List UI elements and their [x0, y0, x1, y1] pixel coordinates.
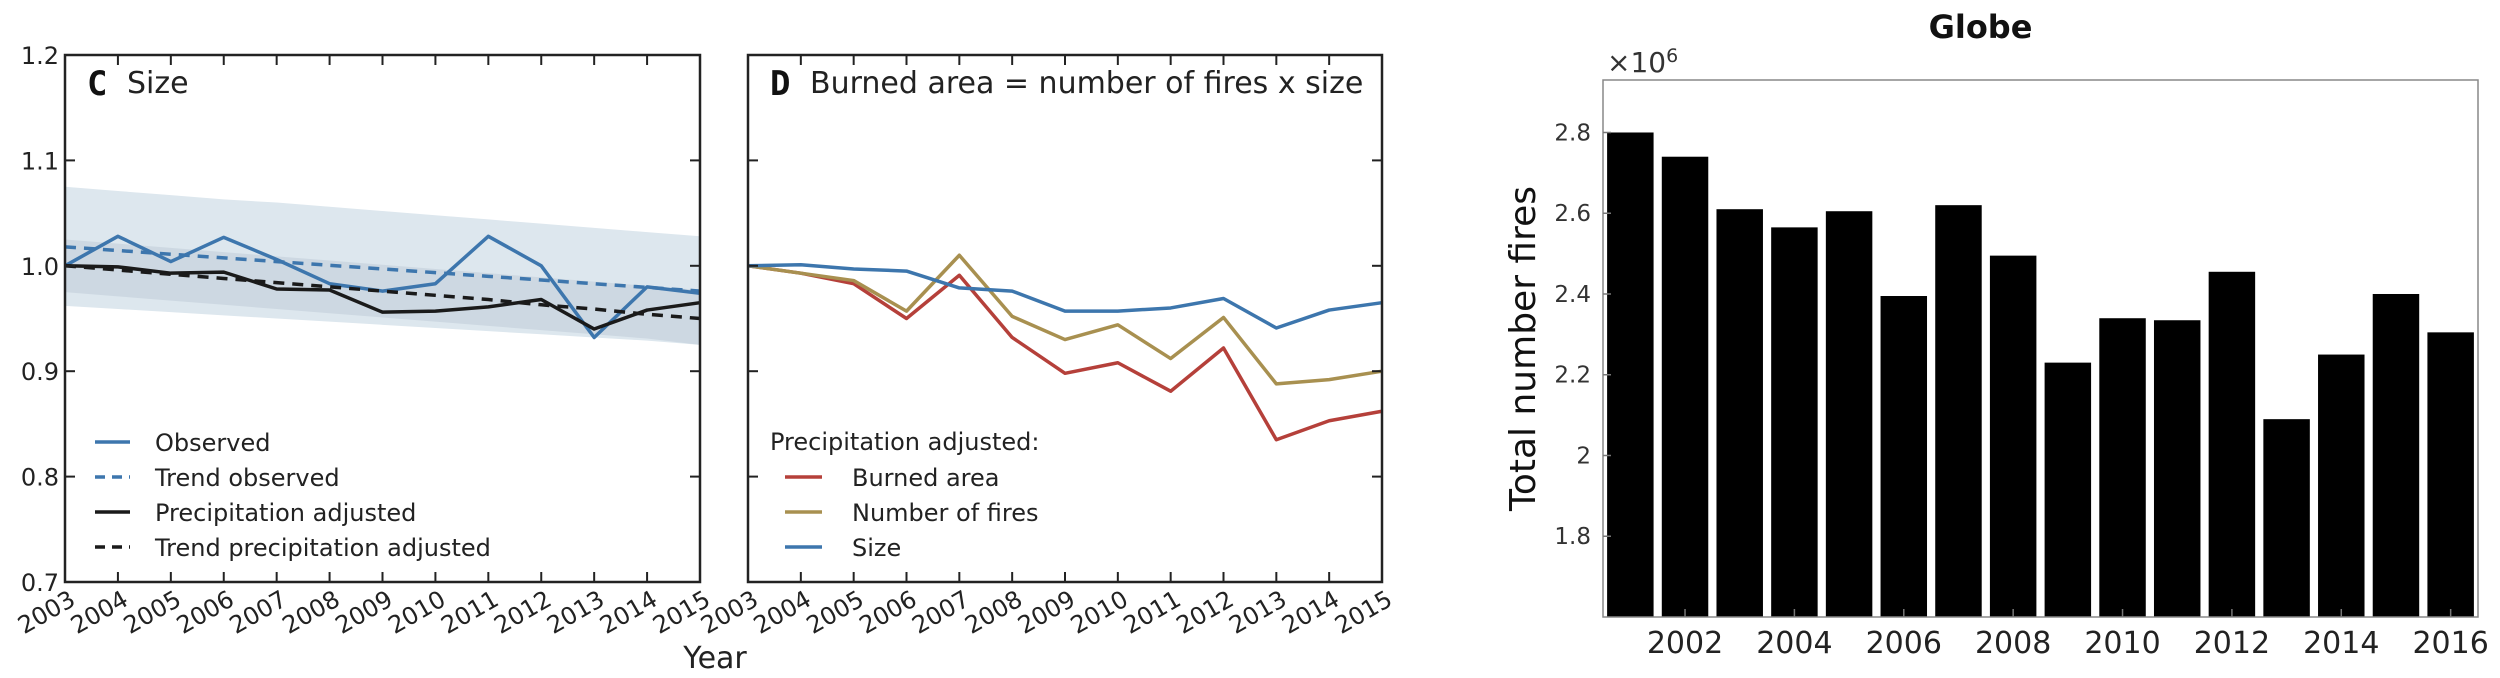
y-tick-label: 0.8 [21, 464, 59, 492]
y-tick-label: 2.4 [1554, 282, 1591, 308]
bar-2002 [1661, 156, 1709, 617]
globe-bars [1607, 132, 2474, 618]
bar-2008 [1989, 255, 2037, 617]
panel-c-size: 0.70.80.91.01.11.2 200320042005200620072… [13, 42, 747, 676]
bar-2006 [1880, 296, 1928, 617]
bar-2009 [2044, 362, 2092, 617]
x-tick-label: 2012 [2194, 626, 2270, 661]
bar-2015 [2372, 293, 2420, 617]
x-tick-label: 2015 [1330, 585, 1397, 640]
y-tick-label: 2.2 [1554, 363, 1591, 389]
series-line-precipitation-adjusted [64, 264, 701, 331]
y-tick-label: 0.7 [21, 569, 59, 597]
bar-2010 [2099, 318, 2146, 617]
x-axis-label: Year [682, 641, 747, 676]
confidence-bands [65, 186, 700, 345]
globe-frame [1602, 79, 2479, 618]
y-scale-base: ×10 [1607, 46, 1666, 79]
y-tick-label: 1.2 [21, 42, 59, 70]
x-tick-label: 2016 [2412, 626, 2488, 661]
panel-d-series [747, 253, 1383, 442]
y-scale-multiplier: ×106 [1607, 45, 1678, 79]
panel-c-y-ticks: 0.7 0.8 0.9 1.0 1.1 1.2 [21, 42, 700, 597]
y-tick-label: 2 [1576, 443, 1591, 469]
series-line-number-of-fires [747, 253, 1383, 386]
panel-c-series [64, 234, 701, 340]
y-tick-label: 1.8 [1554, 524, 1591, 550]
bar-2012 [2208, 271, 2256, 617]
x-tick-label: 2010 [2084, 626, 2160, 661]
legend-label: Burned area [852, 464, 999, 492]
series-line-observed [64, 234, 701, 340]
y-scale-exponent: 6 [1666, 45, 1678, 67]
y-tick-label: 1.1 [21, 147, 59, 175]
y-tick-label: 2.8 [1554, 120, 1591, 146]
legend-label: Observed [155, 429, 270, 457]
globe-x-ticks: 2002 2004 2006 2008 2010 2012 2014 2016 [1647, 609, 2489, 661]
bar-2003 [1716, 209, 1763, 617]
legend-label: Precipitation adjusted [155, 499, 416, 527]
x-tick-label: 2014 [2303, 626, 2379, 661]
panel-c-title: Size [127, 66, 189, 101]
bar-2004 [1771, 227, 1818, 617]
bar-2001 [1607, 132, 1654, 618]
series-line-size [747, 262, 1383, 330]
bar-2005 [1825, 211, 1873, 617]
y-tick-label: 0.9 [21, 358, 59, 386]
bar-2013 [2263, 419, 2310, 617]
y-axis-label: Total number fires [1503, 186, 1544, 512]
globe-bar-chart: Globe ×106 Total number fires 1.8 2 2.2 2.4… [1503, 8, 2489, 661]
panel-c-legend: Observed Trend observed Precipitation adju… [95, 429, 491, 562]
legend-label: Size [852, 534, 901, 562]
x-tick-label: 2002 [1647, 626, 1723, 661]
panel-d-legend: Precipitation adjusted: Burned area Number… [770, 428, 1039, 562]
panel-d-letter: D [770, 64, 790, 104]
series-line-burned-area [747, 264, 1383, 442]
legend-label: Trend observed [154, 464, 340, 492]
x-tick-label: 2004 [1756, 626, 1832, 661]
legend-title: Precipitation adjusted: [770, 428, 1039, 456]
legend-label: Trend precipitation adjusted [154, 534, 491, 562]
globe-title: Globe [1929, 8, 2033, 46]
bar-2016 [2427, 332, 2474, 617]
panel-d-burned-area: 2003200420052006200720082009201020112012… [696, 53, 1397, 640]
panel-d-y-ticks [748, 54, 1382, 583]
panel-d-title: Burned area = number of fires x size [810, 66, 1363, 101]
panel-d-frame [746, 53, 1384, 584]
legend-label: Number of fires [852, 499, 1039, 527]
x-tick-label: 2006 [1866, 626, 1942, 661]
panel-d-x-ticks: 2003200420052006200720082009201020112012… [696, 55, 1397, 640]
bar-2014 [2318, 354, 2365, 617]
y-tick-label: 2.6 [1554, 201, 1591, 227]
bar-2007 [1935, 205, 1982, 618]
panel-c-letter: C [87, 64, 107, 104]
globe-y-ticks: 1.8 2 2.2 2.4 2.6 2.8 [1554, 120, 1611, 550]
y-tick-label: 1.0 [21, 253, 59, 281]
bar-2011 [2153, 320, 2201, 617]
x-tick-label: 2008 [1975, 626, 2051, 661]
